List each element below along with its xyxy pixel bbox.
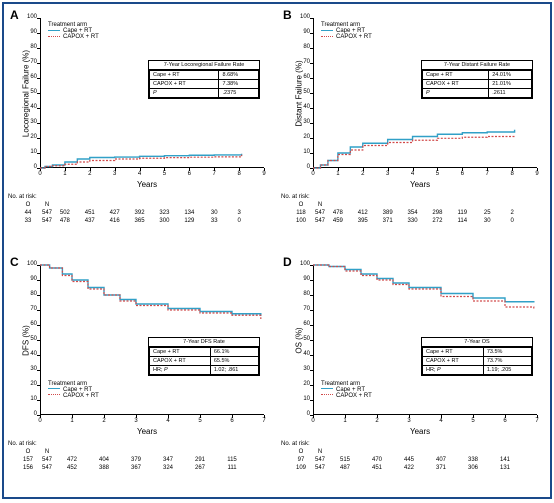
legend: Treatment armCape + RTCAPOX + RT: [48, 22, 99, 40]
risk-label: No. at risk:: [8, 441, 37, 447]
stats-cell: HR; P: [150, 365, 211, 374]
stats-cell: CAPOX + RT: [423, 356, 484, 365]
stats-cell: 73.7%: [483, 356, 531, 365]
stats-cell: Cape + RT: [150, 347, 211, 356]
stats-cell: 21.01%: [489, 80, 532, 89]
stats-cell: 1.19; .205: [483, 365, 531, 374]
stats-title: 7-Year OS: [422, 338, 532, 347]
stats-cell: 1.02; .861: [210, 365, 258, 374]
stats-cell: Cape + RT: [423, 71, 489, 80]
stats-cell: Cape + RT: [423, 347, 484, 356]
stats-cell: CAPOX + RT: [150, 80, 219, 89]
stats-cell: .2611: [489, 89, 532, 98]
legend-item-capox: CAPOX + RT: [48, 393, 99, 399]
stats-cell: 24.01%: [489, 71, 532, 80]
stats-cell: CAPOX + RT: [423, 80, 489, 89]
stats-box: 7-Year Distant Failure RateCape + RT24.0…: [421, 60, 533, 99]
panel-b: B01020304050607080901000123456789Distant…: [277, 4, 550, 251]
stats-cell: CAPOX + RT: [150, 356, 211, 365]
stats-cell: P: [423, 89, 489, 98]
panel-d: D010203040506070809010001234567OS (%)Yea…: [277, 251, 550, 498]
legend-item-capox: CAPOX + RT: [48, 34, 99, 40]
figure-grid: A01020304050607080901000123456789Locoreg…: [2, 2, 552, 499]
stats-cell: HR; P: [423, 365, 484, 374]
stats-box: 7-Year DFS RateCape + RT66.1%CAPOX + RT6…: [148, 337, 260, 376]
stats-cell: .2375: [219, 89, 259, 98]
stats-cell: 65.5%: [210, 356, 258, 365]
legend: Treatment armCape + RTCAPOX + RT: [321, 22, 372, 40]
stats-cell: Cape + RT: [150, 71, 219, 80]
legend: Treatment armCape + RTCAPOX + RT: [321, 381, 372, 399]
stats-cell: P: [150, 89, 219, 98]
stats-box: 7-Year OSCape + RT73.5%CAPOX + RT73.7%HR…: [421, 337, 533, 376]
risk-label: No. at risk:: [281, 194, 310, 200]
legend: Treatment armCape + RTCAPOX + RT: [48, 381, 99, 399]
legend-item-capox: CAPOX + RT: [321, 34, 372, 40]
risk-label: No. at risk:: [8, 194, 37, 200]
legend-item-cape: Cape + RT: [321, 387, 372, 393]
stats-cell: 7.38%: [219, 80, 259, 89]
stats-title: 7-Year Distant Failure Rate: [422, 61, 532, 70]
stats-cell: 73.5%: [483, 347, 531, 356]
risk-label: No. at risk:: [281, 441, 310, 447]
stats-cell: 66.1%: [210, 347, 258, 356]
panel-a: A01020304050607080901000123456789Locoreg…: [4, 4, 277, 251]
stats-title: 7-Year Locoregional Failure Rate: [149, 61, 259, 70]
stats-title: 7-Year DFS Rate: [149, 338, 259, 347]
panel-c: C010203040506070809010001234567DFS (%)Ye…: [4, 251, 277, 498]
stats-cell: 8.68%: [219, 71, 259, 80]
legend-item-capox: CAPOX + RT: [321, 393, 372, 399]
legend-item-cape: Cape + RT: [48, 387, 99, 393]
stats-box: 7-Year Locoregional Failure RateCape + R…: [148, 60, 260, 99]
